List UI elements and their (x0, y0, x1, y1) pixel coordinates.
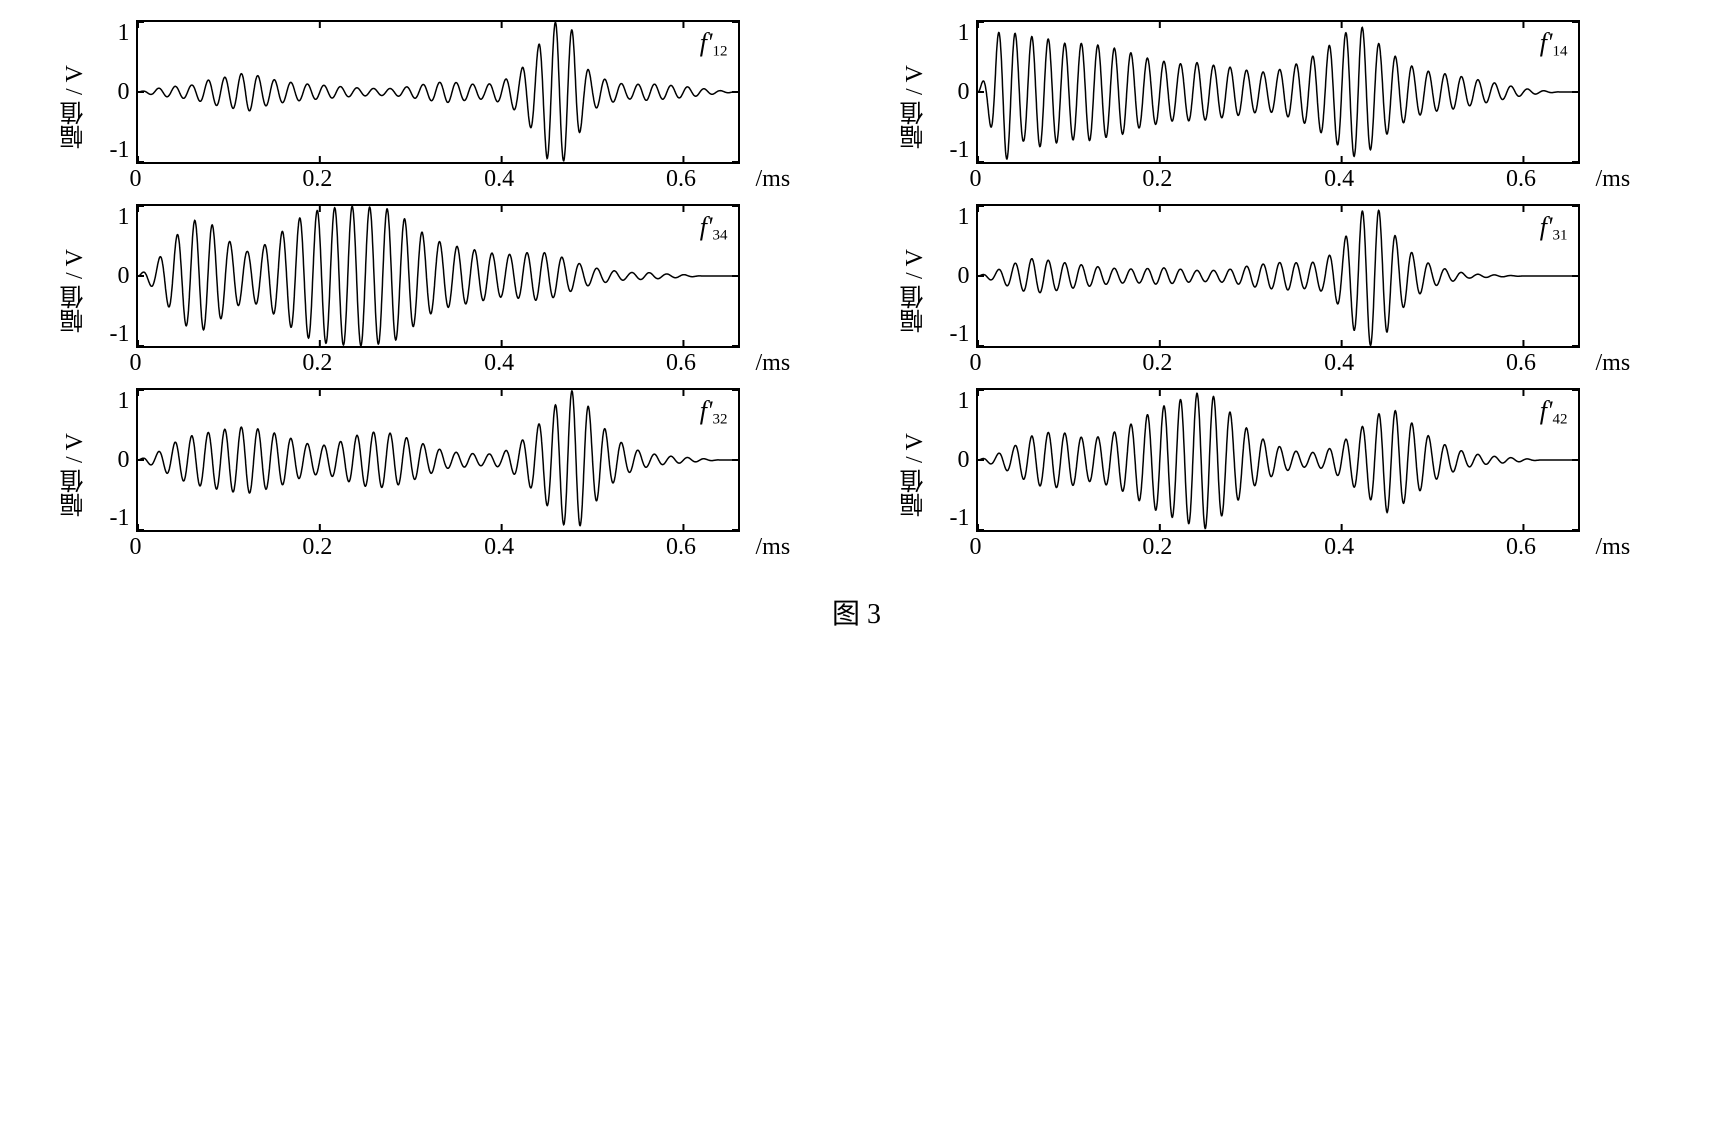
y-axis-label: 幅值 / V (57, 433, 92, 517)
subplot: 幅值 / V10-1f'4200.20.40.6/ms (897, 388, 1657, 562)
y-tick-labels: 10-1 (940, 388, 976, 532)
x-tick-labels: 00.20.40.6/ms (976, 532, 1576, 562)
y-axis-label: 幅值 / V (57, 249, 92, 333)
y-tick-labels: 10-1 (940, 204, 976, 348)
x-axis-unit: /ms (756, 350, 791, 377)
y-tick-labels: 10-1 (100, 20, 136, 164)
plot-area: f'32 (136, 388, 740, 532)
x-tick-labels: 00.20.40.6/ms (136, 164, 736, 194)
plot-area: f'12 (136, 20, 740, 164)
subplot: 幅值 / V10-1f'3400.20.40.6/ms (57, 204, 817, 378)
y-tick-labels: 10-1 (100, 204, 136, 348)
figure-grid: 幅值 / V10-1f'1200.20.40.6/ms幅值 / V10-1f'1… (57, 20, 1657, 562)
y-axis-label: 幅值 / V (897, 249, 932, 333)
y-tick-labels: 10-1 (940, 20, 976, 164)
x-axis-unit: /ms (1596, 534, 1631, 561)
x-axis-unit: /ms (756, 534, 791, 561)
y-axis-label: 幅值 / V (897, 65, 932, 149)
plot-area: f'42 (976, 388, 1580, 532)
x-tick-labels: 00.20.40.6/ms (976, 164, 1576, 194)
x-axis-unit: /ms (1596, 166, 1631, 193)
subplot: 幅值 / V10-1f'1400.20.40.6/ms (897, 20, 1657, 194)
y-axis-label: 幅值 / V (57, 65, 92, 149)
subplot: 幅值 / V10-1f'1200.20.40.6/ms (57, 20, 817, 194)
x-axis-unit: /ms (1596, 350, 1631, 377)
plot-area: f'34 (136, 204, 740, 348)
plot-area: f'31 (976, 204, 1580, 348)
subplot: 幅值 / V10-1f'3200.20.40.6/ms (57, 388, 817, 562)
y-tick-labels: 10-1 (100, 388, 136, 532)
x-tick-labels: 00.20.40.6/ms (976, 348, 1576, 378)
figure-caption: 图 3 (20, 592, 1693, 632)
x-axis-unit: /ms (756, 166, 791, 193)
y-axis-label: 幅值 / V (897, 433, 932, 517)
subplot: 幅值 / V10-1f'3100.20.40.6/ms (897, 204, 1657, 378)
x-tick-labels: 00.20.40.6/ms (136, 348, 736, 378)
plot-area: f'14 (976, 20, 1580, 164)
x-tick-labels: 00.20.40.6/ms (136, 532, 736, 562)
